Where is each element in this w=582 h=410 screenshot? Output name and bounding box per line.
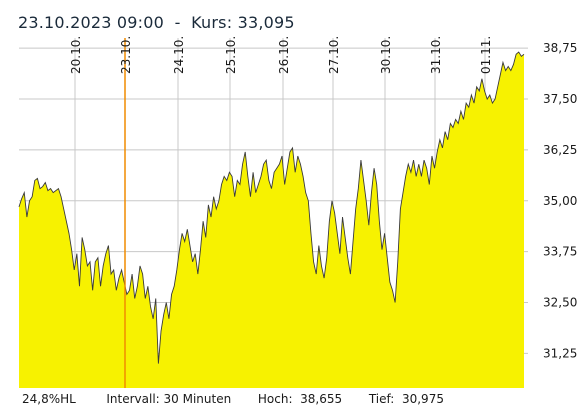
header-price-label: Kurs: — [191, 13, 233, 32]
x-tick-label: 30.10. — [379, 36, 393, 74]
x-tick-label: 20.10. — [69, 36, 83, 74]
y-tick-label: 35,00 — [543, 194, 577, 208]
footer-high: Hoch: 38,655 — [257, 392, 343, 406]
x-tick-label: 27.10. — [327, 36, 341, 74]
y-tick-label: 37,50 — [543, 92, 577, 106]
x-tick-label: 26.10. — [277, 36, 291, 74]
x-tick-label: 01.11. — [479, 36, 493, 74]
price-line — [18, 51, 525, 364]
header-separator: - — [164, 13, 192, 32]
chart-footer: 24,8%HL Intervall: 30 Minuten Hoch: 38,6… — [22, 392, 444, 406]
y-tick-label: 38,75 — [543, 41, 577, 55]
y-tick-label: 32,50 — [543, 296, 577, 310]
footer-interval: Intervall: 30 Minuten — [106, 392, 232, 406]
header-datetime: 23.10.2023 09:00 — [18, 13, 165, 32]
x-axis-ticks: 20.10. 23.10. 24.10. 25.10. 26.10. 27.10. 30.1… — [69, 36, 493, 74]
y-tick-label: 31,25 — [543, 346, 577, 360]
price-area — [19, 52, 524, 388]
y-tick-label: 33,75 — [543, 245, 577, 259]
x-tick-label: 23.10. — [119, 36, 133, 74]
y-axis-ticks: 38,75 37,50 36,25 35,00 33,75 32,50 31,25 — [543, 41, 577, 360]
header-price-value: 33,095 — [237, 13, 295, 32]
footer-low: Tief: 30,975 — [368, 392, 444, 406]
x-tick-label: 31.10. — [429, 36, 443, 74]
y-tick-label: 36,25 — [543, 143, 577, 157]
x-tick-label: 24.10. — [172, 36, 186, 74]
footer-hl: 24,8%HL — [22, 392, 76, 406]
chart-header: 23.10.2023 09:00 - Kurs: 33,095 — [18, 13, 295, 32]
x-tick-label: 25.10. — [224, 36, 238, 74]
